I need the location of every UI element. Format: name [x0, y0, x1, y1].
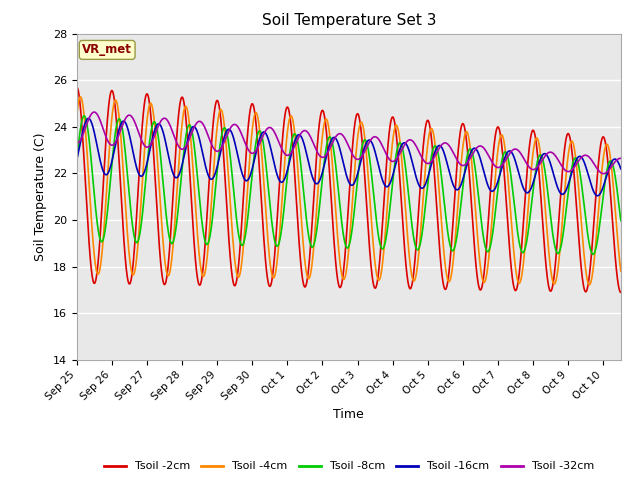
- Tsoil -4cm: [305, 276, 313, 281]
- Tsoil -32cm: [168, 126, 175, 132]
- Tsoil -8cm: [73, 159, 81, 165]
- Tsoil -2cm: [73, 84, 81, 90]
- Tsoil -32cm: [282, 152, 289, 157]
- Line: Tsoil -8cm: Tsoil -8cm: [77, 116, 621, 254]
- Tsoil -8cm: [305, 236, 313, 242]
- Tsoil -2cm: [617, 289, 625, 295]
- Tsoil -4cm: [607, 156, 614, 161]
- Tsoil -4cm: [617, 268, 625, 274]
- Tsoil -8cm: [168, 240, 175, 246]
- Tsoil -32cm: [607, 165, 614, 171]
- Tsoil -16cm: [168, 165, 175, 171]
- Title: Soil Temperature Set 3: Soil Temperature Set 3: [262, 13, 436, 28]
- Tsoil -16cm: [617, 166, 625, 172]
- Tsoil -32cm: [600, 171, 607, 177]
- Tsoil -16cm: [282, 173, 289, 179]
- Tsoil -16cm: [84, 116, 92, 121]
- Tsoil -4cm: [548, 274, 556, 279]
- Tsoil -16cm: [135, 171, 143, 177]
- X-axis label: Time: Time: [333, 408, 364, 421]
- Line: Tsoil -2cm: Tsoil -2cm: [77, 87, 621, 292]
- Tsoil -4cm: [282, 148, 289, 154]
- Tsoil -16cm: [593, 193, 601, 199]
- Tsoil -8cm: [135, 235, 143, 240]
- Tsoil -4cm: [135, 228, 143, 234]
- Line: Tsoil -16cm: Tsoil -16cm: [77, 119, 621, 196]
- Text: VR_met: VR_met: [82, 43, 132, 56]
- Tsoil -2cm: [606, 186, 614, 192]
- Tsoil -4cm: [168, 260, 175, 266]
- Tsoil -16cm: [607, 162, 614, 168]
- Tsoil -4cm: [586, 282, 593, 288]
- Tsoil -2cm: [282, 109, 289, 115]
- Tsoil -8cm: [617, 217, 625, 223]
- Tsoil -16cm: [305, 162, 313, 168]
- Tsoil -2cm: [548, 288, 556, 293]
- Tsoil -32cm: [548, 150, 556, 156]
- Tsoil -16cm: [548, 165, 556, 170]
- Tsoil -2cm: [305, 262, 313, 267]
- Line: Tsoil -32cm: Tsoil -32cm: [77, 112, 621, 174]
- Tsoil -8cm: [589, 252, 597, 257]
- Tsoil -4cm: [77, 94, 84, 100]
- Tsoil -32cm: [73, 140, 81, 146]
- Y-axis label: Soil Temperature (C): Soil Temperature (C): [35, 132, 47, 261]
- Tsoil -32cm: [305, 132, 313, 137]
- Tsoil -2cm: [167, 224, 175, 229]
- Tsoil -32cm: [135, 131, 143, 136]
- Tsoil -8cm: [607, 158, 614, 164]
- Tsoil -4cm: [73, 112, 81, 118]
- Tsoil -2cm: [135, 175, 143, 181]
- Legend: Tsoil -2cm, Tsoil -4cm, Tsoil -8cm, Tsoil -16cm, Tsoil -32cm: Tsoil -2cm, Tsoil -4cm, Tsoil -8cm, Tsoi…: [99, 457, 598, 476]
- Tsoil -16cm: [73, 156, 81, 162]
- Tsoil -8cm: [282, 190, 289, 196]
- Tsoil -32cm: [90, 109, 98, 115]
- Tsoil -8cm: [80, 113, 88, 119]
- Line: Tsoil -4cm: Tsoil -4cm: [77, 97, 621, 285]
- Tsoil -32cm: [617, 156, 625, 161]
- Tsoil -8cm: [548, 223, 556, 229]
